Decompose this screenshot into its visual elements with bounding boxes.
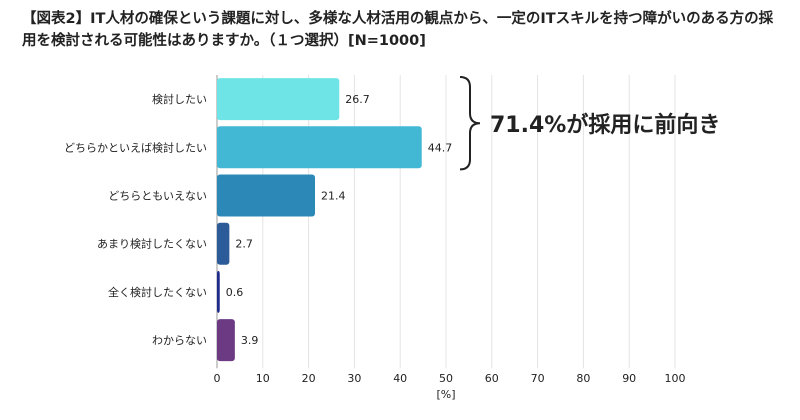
bar — [217, 126, 422, 169]
bar — [217, 270, 220, 313]
bar — [217, 174, 316, 217]
x-axis-label: [%] — [436, 388, 455, 401]
x-tick-label: 80 — [576, 372, 590, 385]
value-label: 26.7 — [345, 93, 370, 106]
category-label: どちらかといえば検討したい — [64, 140, 207, 154]
category-label: どちらともいえない — [108, 190, 207, 203]
x-tick-label: 40 — [393, 372, 407, 385]
value-label: 0.6 — [226, 286, 244, 299]
x-tick-label: 50 — [439, 372, 453, 385]
annotation-text: 71.4%が採用に前向き — [490, 112, 720, 138]
x-tick-label: 100 — [665, 372, 686, 385]
category-label: あまり検討したくない — [97, 237, 207, 251]
x-tick-label: 20 — [302, 372, 316, 385]
value-label: 2.7 — [235, 238, 253, 251]
bar — [217, 78, 340, 121]
x-tick-label: 10 — [256, 372, 270, 385]
category-label: 検討したい — [152, 92, 207, 106]
x-tick-label: 0 — [214, 372, 221, 385]
brace-icon — [459, 76, 481, 171]
category-label: わからない — [152, 334, 207, 347]
value-label: 44.7 — [428, 141, 453, 154]
chart-title: 【図表2】IT人材の確保という課題に対し、多様な人材活用の観点から、一定のITス… — [22, 11, 774, 49]
x-tick-label: 60 — [485, 372, 499, 385]
x-tick-label: 30 — [347, 372, 361, 385]
category-label: 全く検討したくない — [108, 285, 207, 299]
x-tick-label: 90 — [622, 372, 636, 385]
value-label: 21.4 — [321, 190, 346, 203]
value-label: 3.9 — [241, 334, 259, 347]
bar — [217, 319, 235, 362]
x-tick-label: 70 — [531, 372, 545, 385]
bar — [217, 222, 230, 265]
